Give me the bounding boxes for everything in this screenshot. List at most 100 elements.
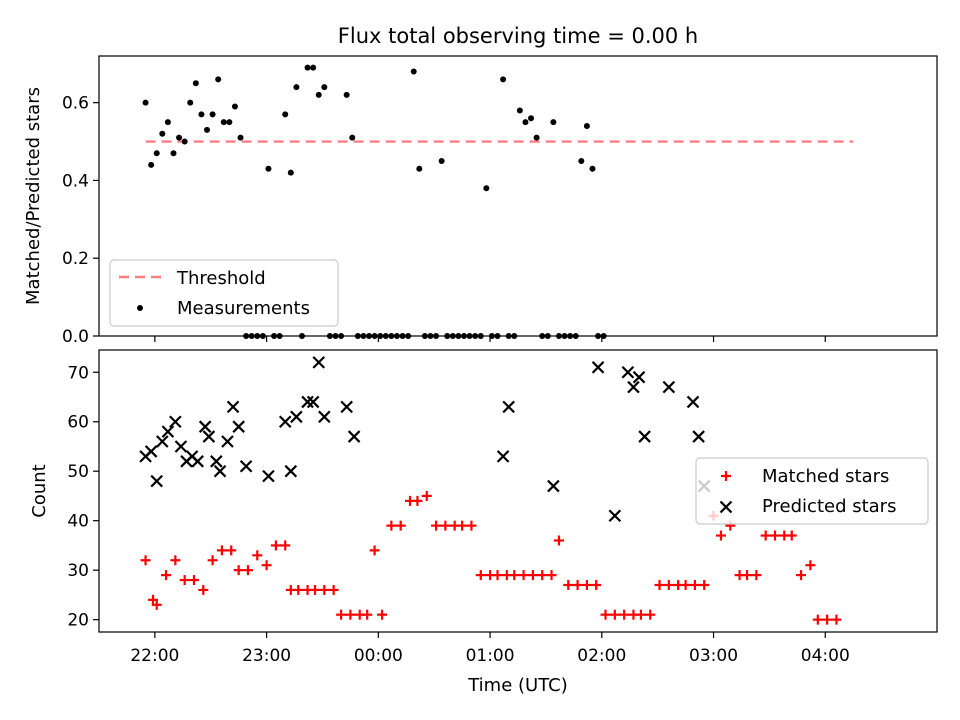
matched-star-point [786, 530, 797, 541]
measurement-point [198, 111, 205, 118]
matched-star-point [216, 545, 227, 556]
predicted-star-point-b [144, 445, 158, 458]
predicted-star-point [213, 464, 227, 478]
matched-star-point [581, 580, 592, 590]
predicted-star-point-b [591, 361, 605, 374]
matched-star-point [518, 570, 529, 581]
measurement-point [349, 134, 356, 141]
matched-star-point [645, 609, 656, 620]
matched-star-point [336, 609, 347, 620]
predicted-star-point [221, 435, 234, 448]
measurement-point [209, 111, 216, 118]
matched-star-point [226, 545, 237, 556]
predicted-star-point-b [226, 400, 240, 414]
matched-star-point [198, 584, 209, 595]
predicted-star-point [547, 479, 560, 493]
matched-star-point [280, 540, 291, 551]
top-y-tick-label: 0.6 [62, 94, 89, 114]
legend-matched-label: Matched stars [762, 466, 889, 487]
legend-threshold-label: Threshold [176, 268, 266, 289]
bottom-x-tick-label: 00:00 [354, 646, 403, 666]
predicted-star-point [156, 435, 169, 448]
legend-plus [721, 471, 731, 481]
predicted-star-point [686, 395, 700, 409]
measurement-point [170, 150, 177, 157]
predicted-star-point [627, 380, 640, 394]
top-y-tick-label: 0.0 [62, 327, 89, 347]
bottom-x-ticks: 22:00 23:00 00:00 01:00 02:00 03:00 04:00 [130, 632, 850, 666]
matched-star-point [619, 609, 630, 620]
predicted-star-point-b [150, 474, 164, 488]
predicted-star-point-b [232, 420, 245, 433]
predicted-star-point [662, 380, 676, 394]
matched-star-point [553, 535, 564, 546]
predicted-star-point-b [662, 380, 676, 394]
matched-star-point [207, 555, 218, 566]
matched-star-point [170, 555, 181, 566]
matched-star-point [140, 555, 151, 566]
predicted-star-point [632, 370, 646, 384]
matched-star-point [412, 495, 423, 506]
predicted-star-point [621, 365, 635, 379]
x-axis-label: Time (UTC) [467, 675, 568, 696]
matched-star-point [475, 570, 486, 581]
measurement-point [410, 68, 417, 75]
predicted-star-point [226, 400, 240, 414]
predicted-star-point-b [202, 430, 216, 443]
predicted-star-point-b [632, 370, 646, 384]
legend-predicted-swatch [719, 500, 733, 514]
matched-star-point [546, 570, 557, 581]
matched-star-point [831, 614, 842, 625]
matched-star-point [293, 584, 304, 595]
predicted-star-point-b [318, 410, 331, 424]
predicted-star-point-b [638, 430, 651, 443]
bottom-y-axis-label: Count [29, 464, 50, 517]
matched-star-point [179, 575, 190, 586]
predicted-star-point [301, 395, 314, 409]
matched-star-point [386, 520, 397, 531]
measurement-point [500, 76, 507, 83]
matched-star-point [261, 560, 272, 571]
measurement-point [578, 158, 585, 164]
measurement-point [416, 165, 423, 172]
predicted-star-point-b [627, 380, 640, 394]
top-legend-box [109, 259, 339, 327]
bottom-y-tick-label: 40 [67, 512, 89, 532]
matched-star-point [822, 614, 833, 625]
predicted-star-point [496, 450, 510, 463]
measurement-point [516, 107, 523, 114]
top-legend: Threshold Measurements [109, 259, 339, 327]
measurement-points [142, 64, 607, 339]
measurement-point [304, 64, 311, 71]
predicted-star-point-b [213, 464, 227, 478]
predicted-star-point-b [221, 435, 234, 448]
top-axes: 0.0 0.2 0.4 0.6 Matched/Predicted stars Thr… [23, 55, 938, 347]
top-y-tick-label: 0.4 [62, 171, 89, 191]
measurement-point [204, 126, 211, 133]
measurement-point [483, 185, 490, 192]
measurement-point [187, 99, 194, 106]
measurement-point [215, 76, 222, 83]
predicted-star-point-b [290, 410, 303, 424]
measurement-point [226, 119, 233, 126]
bottom-x-tick-label: 02:00 [577, 646, 626, 666]
top-y-axis-label: Matched/Predicted stars [23, 87, 44, 305]
bottom-legend: Matched stars Predicted stars [695, 457, 929, 525]
predicted-star-point [340, 400, 353, 414]
matched-star-point [395, 520, 406, 531]
matched-star-point [440, 520, 451, 531]
chart-title: Flux total observing time = 0.00 h [338, 24, 698, 48]
measurement-point [164, 119, 171, 126]
bottom-y-tick-label: 30 [67, 561, 89, 581]
measurement-point [231, 103, 238, 110]
legend-measurements-swatch [137, 305, 143, 311]
matched-star-point [509, 570, 520, 581]
bottom-y-tick-label: 50 [67, 462, 89, 482]
predicted-star-point [202, 430, 216, 443]
predicted-star-point [591, 361, 605, 374]
measurement-point [148, 161, 155, 168]
predicted-star-point-b [340, 400, 353, 414]
measurement-point [282, 111, 289, 118]
measurement-point [533, 134, 540, 141]
